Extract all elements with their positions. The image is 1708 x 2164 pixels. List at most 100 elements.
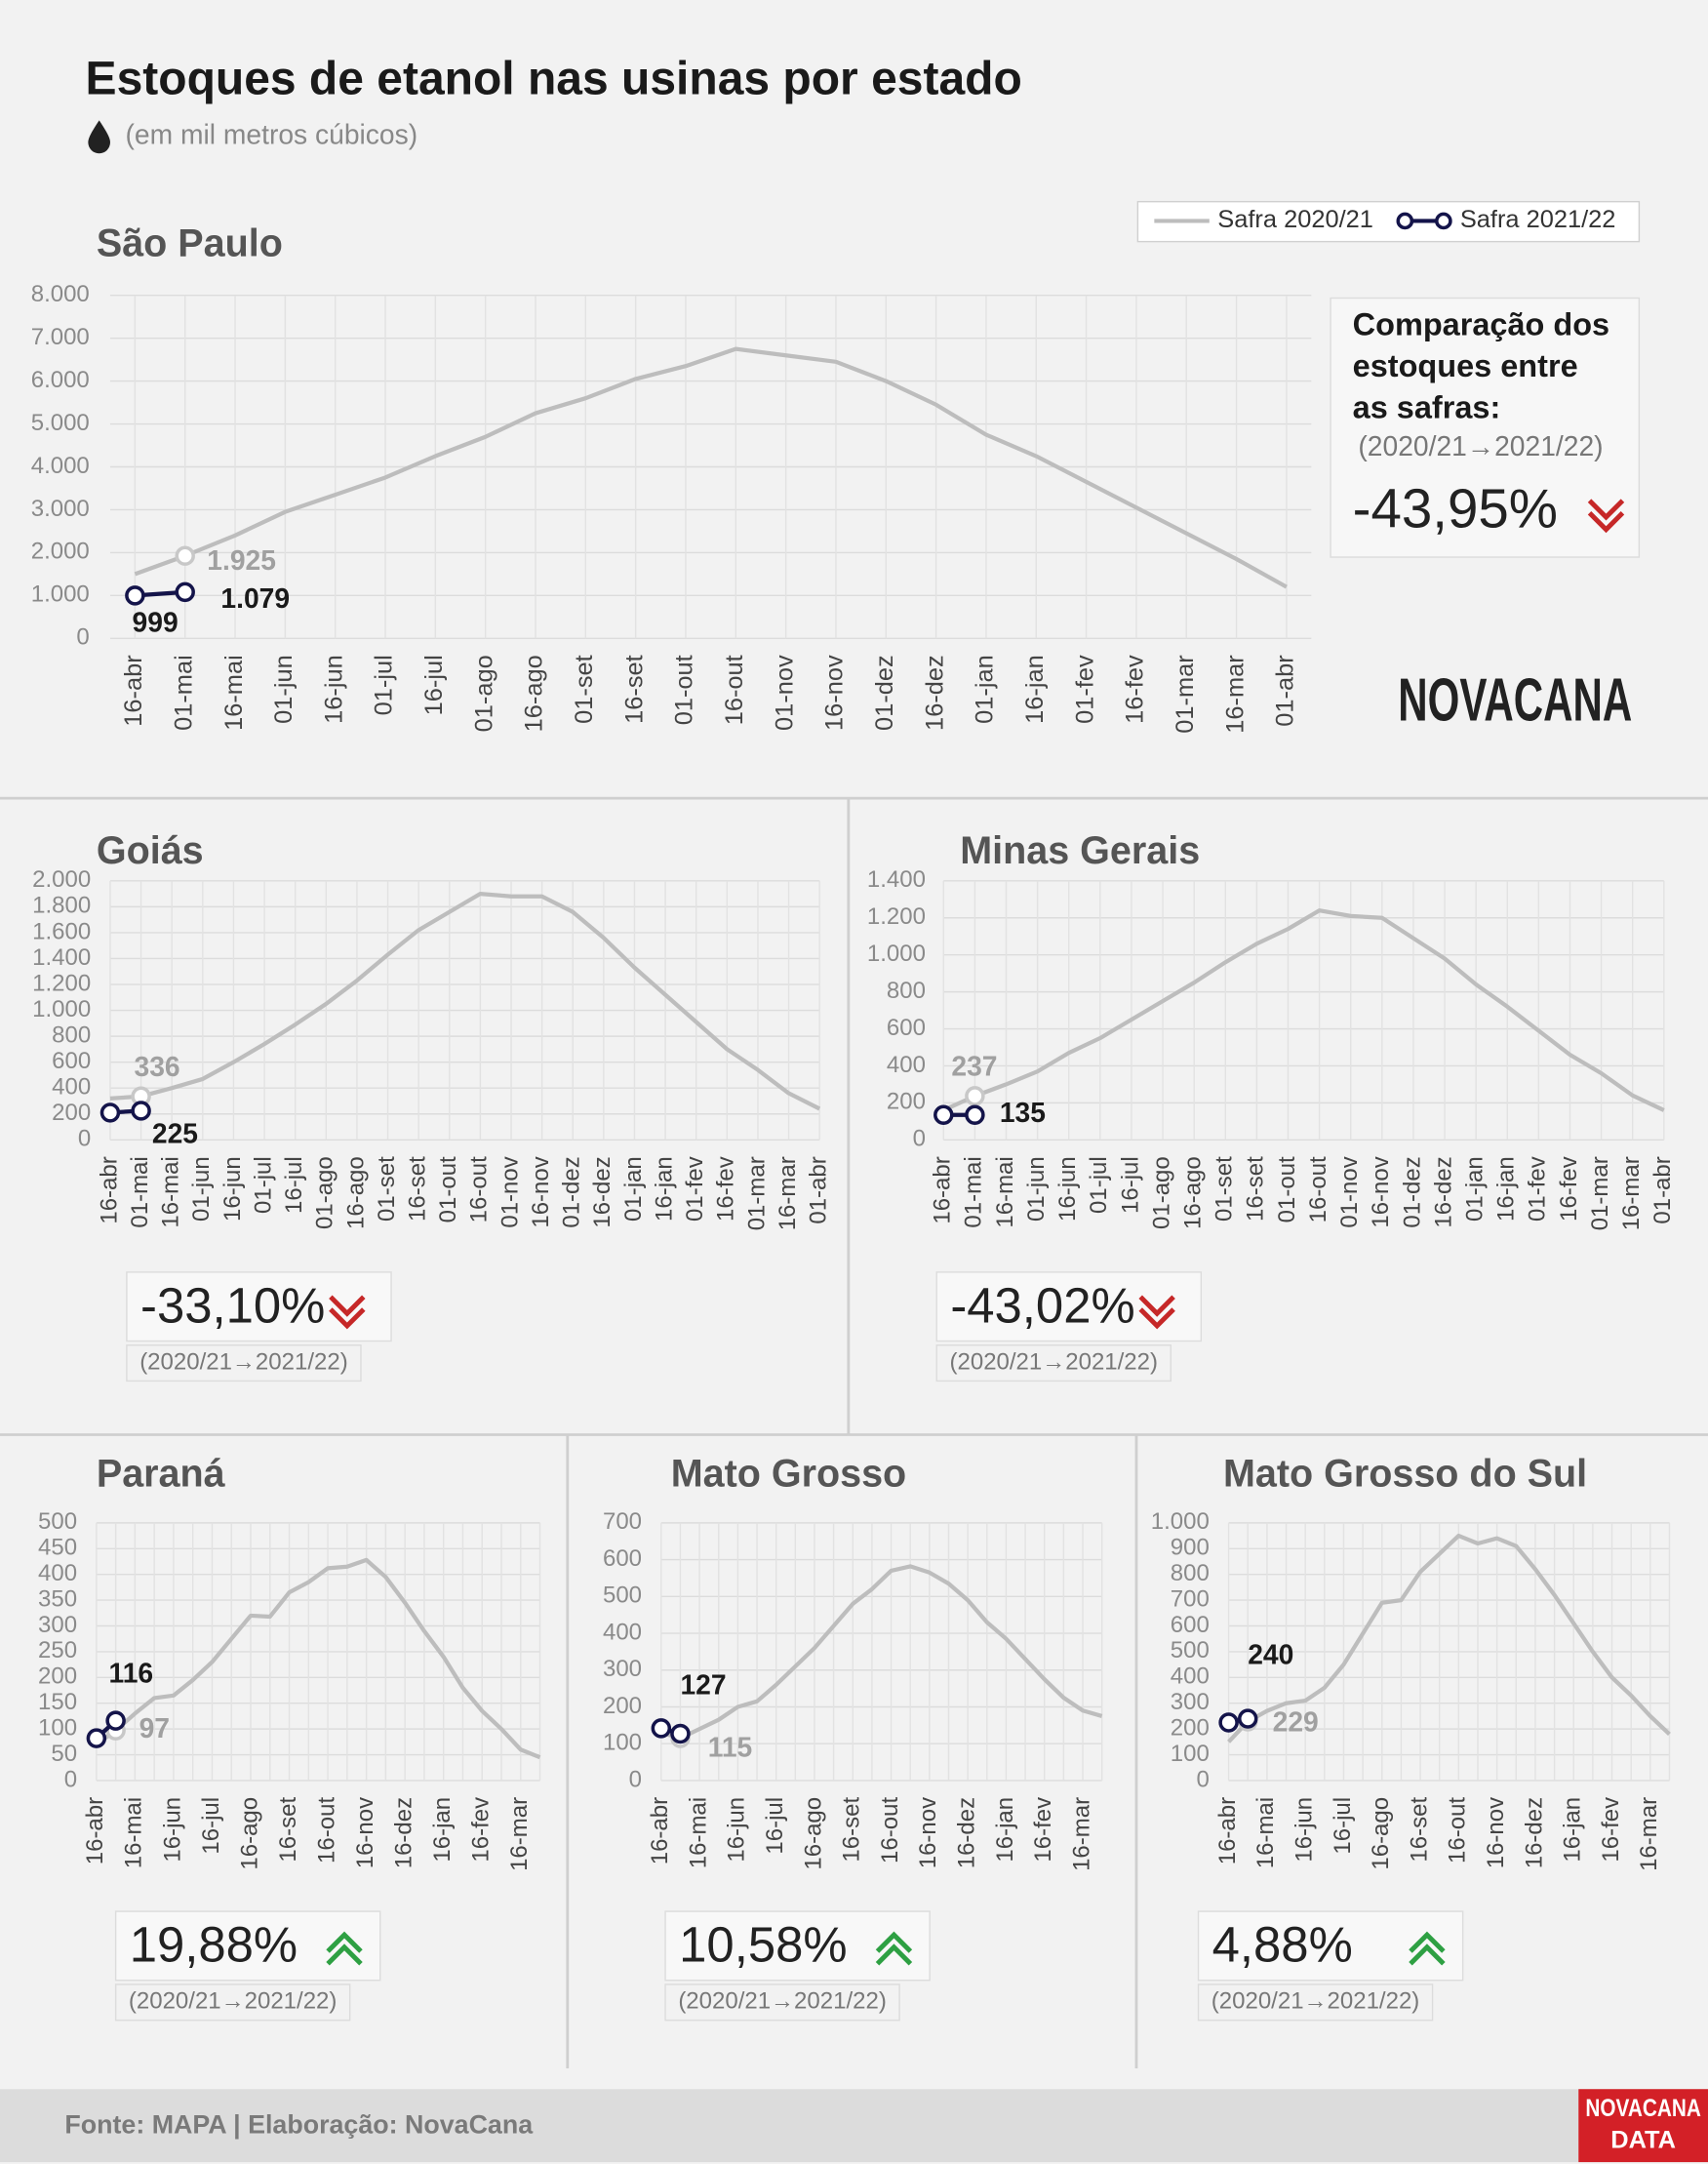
- comparison-value: 4,88%: [1212, 1917, 1353, 1973]
- x-tick-label: 01-mar: [1587, 1156, 1613, 1230]
- x-tick-label: 16-jul: [1117, 1156, 1143, 1214]
- y-tick-label: 1.200: [32, 970, 91, 996]
- trend-arrow: [1587, 499, 1625, 521]
- data-label: 116: [109, 1658, 154, 1689]
- y-tick-label: 450: [38, 1535, 77, 1561]
- y-tick-label: 200: [887, 1089, 926, 1115]
- comparison-period: (2020/21→2021/22): [1358, 430, 1603, 461]
- series-marker: [175, 545, 195, 566]
- y-tick-label: 1.000: [1151, 1508, 1210, 1535]
- data-label: 127: [680, 1668, 726, 1700]
- x-tick-label: 16-nov: [528, 1156, 554, 1227]
- x-tick-label: 16-dez: [1521, 1797, 1547, 1868]
- y-tick-label: 600: [52, 1048, 91, 1074]
- y-tick-label: 200: [52, 1100, 91, 1126]
- period-box: [114, 1984, 351, 2022]
- trend-arrow: [1409, 1931, 1446, 1953]
- x-tick-label: 16-ago: [521, 655, 548, 732]
- x-tick-label: 01-jan: [620, 1156, 647, 1222]
- chart-title: Mato Grosso do Sul: [1223, 1452, 1587, 1495]
- x-tick-label: 16-ago: [1368, 1797, 1394, 1870]
- y-tick-label: 300: [603, 1656, 642, 1682]
- y-tick-label: 400: [1171, 1663, 1210, 1690]
- x-tick-label: 16-mar: [1221, 655, 1249, 734]
- x-tick-label: 01-mai: [170, 655, 197, 731]
- y-tick-label: 600: [1171, 1612, 1210, 1638]
- trend-arrow: [875, 1931, 913, 1953]
- logo-data-text: NOVACANA: [1585, 2095, 1701, 2122]
- series-line: [660, 1564, 1103, 1741]
- footer-bar: [0, 2089, 1708, 2163]
- x-tick-label: 01-jun: [188, 1156, 215, 1222]
- y-tick-label: 350: [38, 1585, 77, 1612]
- page-subtitle: (em mil metros cúbicos): [126, 119, 418, 150]
- x-tick-label: 01-nov: [497, 1156, 523, 1227]
- y-tick-label: 0: [64, 1766, 77, 1792]
- x-tick-label: 16-nov: [1368, 1156, 1394, 1227]
- legend-box: [1136, 200, 1641, 243]
- x-tick-label: 16-ago: [1180, 1156, 1207, 1229]
- x-tick-label: 01-set: [374, 1156, 400, 1222]
- series-marker: [105, 1710, 126, 1731]
- x-tick-label: 16-dez: [391, 1797, 417, 1868]
- data-label: 237: [951, 1051, 997, 1082]
- x-tick-label: 01-nov: [771, 655, 798, 731]
- y-tick-label: 800: [887, 978, 926, 1004]
- data-label: 1.079: [220, 582, 290, 614]
- series-marker: [86, 1728, 107, 1748]
- series-marker: [125, 585, 145, 606]
- x-tick-label: 16-jul: [1330, 1797, 1356, 1855]
- data-label: 336: [135, 1051, 180, 1082]
- trend-arrow: [1138, 1295, 1175, 1317]
- source: Fonte: MAPA | Elaboração: NovaCana: [64, 2109, 534, 2139]
- x-tick-label: 16-abr: [96, 1156, 122, 1223]
- x-tick-label: 01-mai: [961, 1156, 987, 1227]
- x-tick-label: 16-set: [620, 655, 648, 724]
- x-tick-label: 16-abr: [82, 1797, 108, 1864]
- comparison-value: 10,58%: [679, 1917, 847, 1973]
- data-label: 999: [133, 607, 179, 638]
- x-tick-label: 16-mar: [1636, 1797, 1662, 1871]
- trend-arrow: [329, 1307, 366, 1330]
- x-tick-label: 01-ago: [470, 655, 497, 732]
- chart-title: São Paulo: [97, 221, 283, 264]
- y-tick-label: 2.000: [32, 866, 91, 893]
- y-tick-label: 100: [38, 1714, 77, 1741]
- period-box: [664, 1984, 900, 2022]
- x-tick-label: 16-out: [313, 1797, 339, 1863]
- period-box: [126, 1344, 362, 1383]
- comparison-value: -43,95%: [1353, 478, 1558, 540]
- x-tick-label: 01-nov: [1336, 1156, 1363, 1227]
- series-marker: [651, 1718, 672, 1739]
- x-tick-label: 01-jun: [1023, 1156, 1050, 1222]
- y-tick-label: 500: [38, 1508, 77, 1535]
- y-tick-label: 400: [52, 1074, 91, 1101]
- x-tick-label: 16-jun: [724, 1797, 750, 1863]
- x-tick-label: 01-jul: [250, 1156, 276, 1214]
- x-tick-label: 16-ago: [800, 1797, 826, 1870]
- y-tick-label: 1.000: [867, 941, 926, 967]
- comparison-period: (2020/21→2021/22): [678, 1988, 887, 2015]
- x-tick-label: 16-jul: [762, 1797, 788, 1855]
- y-tick-label: 7.000: [31, 324, 90, 350]
- series-marker: [1237, 1708, 1258, 1729]
- x-tick-label: 16-nov: [1483, 1797, 1509, 1868]
- series-marker: [99, 1102, 121, 1123]
- y-tick-label: 400: [887, 1052, 926, 1078]
- x-tick-label: 16-ago: [236, 1797, 262, 1870]
- legend-marker: [1396, 212, 1414, 230]
- x-tick-label: 16-fev: [468, 1797, 495, 1863]
- x-tick-label: 16-mai: [1252, 1797, 1279, 1868]
- y-tick-label: 1.200: [867, 903, 926, 930]
- y-tick-label: 100: [603, 1730, 642, 1756]
- data-label: 229: [1273, 1706, 1319, 1738]
- x-tick-label: 16-out: [877, 1797, 903, 1863]
- y-tick-label: 6.000: [31, 367, 90, 393]
- x-tick-label: 16-jun: [1054, 1156, 1081, 1222]
- x-tick-label: 01-out: [671, 655, 698, 725]
- x-tick-label: 01-ago: [1148, 1156, 1174, 1229]
- x-tick-label: 01-dez: [559, 1156, 585, 1227]
- x-tick-label: 16-out: [466, 1156, 493, 1222]
- y-tick-label: 300: [1171, 1689, 1210, 1715]
